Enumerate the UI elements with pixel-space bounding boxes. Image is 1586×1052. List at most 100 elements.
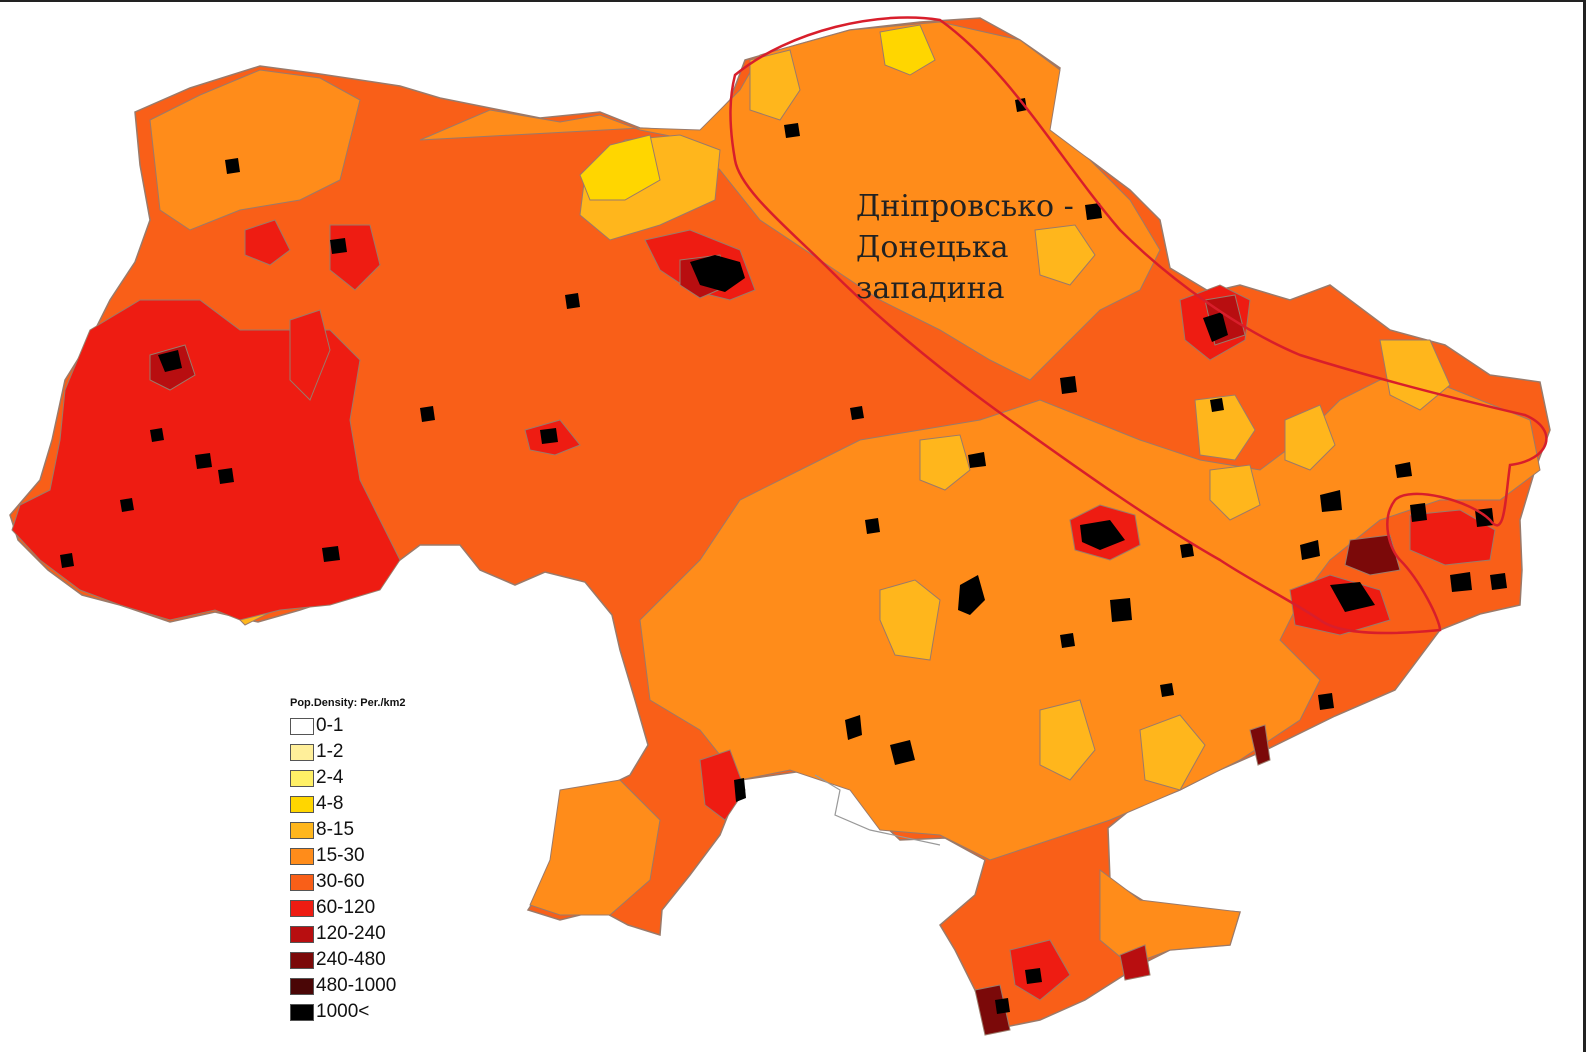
city-ivano-frankivsk bbox=[322, 546, 340, 562]
depression-label-line-3: западина bbox=[856, 271, 1005, 306]
city-ternopil bbox=[218, 468, 234, 484]
region-8-15-central-2 bbox=[919, 434, 971, 491]
legend-item: 15-30 bbox=[290, 843, 406, 869]
region-8-15-south-2 bbox=[1139, 714, 1206, 791]
region-15-30-southwest bbox=[529, 779, 661, 916]
legend-label: 1000< bbox=[316, 1001, 370, 1022]
region-8-15-northeast bbox=[749, 49, 801, 121]
depression-label-line-1: Дніпровсько - bbox=[856, 189, 1074, 224]
city-uzhhorod bbox=[60, 553, 74, 568]
city-krivyi-rih bbox=[1110, 598, 1132, 622]
city-mykolaiv bbox=[845, 715, 862, 740]
legend-item: 480-1000 bbox=[290, 973, 406, 999]
city-kherson bbox=[890, 740, 915, 765]
legend-label: 0-1 bbox=[316, 715, 344, 736]
legend-label: 240-480 bbox=[316, 949, 386, 970]
city-chernihiv bbox=[784, 123, 800, 138]
legend-swatch bbox=[290, 769, 314, 787]
city-pavlohrad bbox=[1180, 543, 1194, 558]
legend-item: 60-120 bbox=[290, 895, 406, 921]
region-8-15-east-1 bbox=[1194, 394, 1256, 461]
city-simferopol bbox=[1025, 968, 1042, 984]
depression-label-line-2: Донецька bbox=[856, 230, 1009, 265]
legend-label: 8-15 bbox=[316, 819, 355, 840]
legend-label: 15-30 bbox=[316, 845, 365, 866]
city-northeast bbox=[1015, 98, 1027, 112]
legend-label: 120-240 bbox=[316, 923, 386, 944]
region-60-120-northwest-1 bbox=[244, 219, 291, 266]
region-8-15-east-2 bbox=[1284, 404, 1336, 471]
legend-label: 2-4 bbox=[316, 767, 344, 788]
city-cherkasy bbox=[850, 406, 864, 420]
legend-swatch bbox=[290, 925, 314, 943]
region-8-15-kharkiv bbox=[1034, 224, 1096, 286]
legend-swatch bbox=[290, 1003, 314, 1021]
legend-item: 8-15 bbox=[290, 817, 406, 843]
region-8-15-south-1 bbox=[1039, 699, 1096, 781]
sivash-outline bbox=[814, 774, 941, 846]
depression-outline bbox=[729, 16, 1548, 635]
city-poltava bbox=[1060, 376, 1077, 394]
city-kyiv bbox=[690, 255, 745, 292]
city-odesa bbox=[734, 778, 746, 802]
city-donetsk bbox=[1330, 582, 1375, 612]
region-60-120-odesa bbox=[699, 749, 746, 821]
region-240-480-mariupol bbox=[1249, 724, 1271, 766]
region-15-30-west bbox=[149, 69, 361, 231]
city-mukachevo bbox=[120, 498, 134, 512]
legend-item: 0-1 bbox=[290, 713, 406, 739]
city-donbas-2 bbox=[1395, 462, 1412, 478]
legend-swatch bbox=[290, 899, 314, 917]
city-vinnytsia bbox=[540, 428, 558, 444]
city-kremenchuk bbox=[968, 452, 986, 468]
city-donbas-4 bbox=[1300, 540, 1320, 560]
city-lviv bbox=[158, 350, 182, 372]
region-60-120-donbas bbox=[1409, 509, 1496, 566]
city-dnipro bbox=[1080, 520, 1125, 550]
city-enerhodar bbox=[1060, 633, 1075, 648]
legend-item: 240-480 bbox=[290, 947, 406, 973]
region-120-240-yalta bbox=[974, 984, 1011, 1036]
city-markers bbox=[60, 98, 1507, 1014]
region-4-8-north bbox=[579, 134, 661, 201]
legend-item: 1000< bbox=[290, 999, 406, 1025]
legend-label: 30-60 bbox=[316, 871, 365, 892]
region-8-15-east-3 bbox=[1209, 464, 1261, 521]
region-120-240-kerch bbox=[1119, 944, 1151, 981]
region-4-8-chernihiv bbox=[879, 24, 936, 76]
city-mariupol bbox=[1318, 693, 1334, 710]
city-melitopol bbox=[1160, 683, 1174, 697]
legend-item: 2-4 bbox=[290, 765, 406, 791]
density-legend: Pop.Density: Per./km2 0-1 1-2 2-4 4-8 8-15 15… bbox=[290, 697, 406, 1025]
city-donbas-5 bbox=[1450, 572, 1472, 592]
city-chernivtsi bbox=[195, 453, 212, 469]
depression-label: Дніпровсько - Донецька западина bbox=[856, 186, 1074, 309]
legend-title: Pop.Density: Per./km2 bbox=[290, 697, 406, 709]
city-kropyvnytskyi bbox=[865, 518, 880, 534]
city-sumy bbox=[1085, 203, 1102, 220]
legend-swatch bbox=[290, 717, 314, 735]
legend-item: 1-2 bbox=[290, 739, 406, 765]
city-kharkiv bbox=[1203, 312, 1228, 342]
legend-label: 480-1000 bbox=[316, 975, 397, 996]
city-sevastopol bbox=[995, 998, 1010, 1014]
legend-item: 4-8 bbox=[290, 791, 406, 817]
legend-item: 30-60 bbox=[290, 869, 406, 895]
legend-swatch bbox=[290, 821, 314, 839]
city-stryi bbox=[150, 428, 164, 442]
city-khmelnytskyi bbox=[420, 406, 435, 422]
region-15-30-center-south bbox=[639, 379, 1541, 861]
region-15-30-crimea bbox=[1099, 869, 1241, 966]
legend-swatch bbox=[290, 743, 314, 761]
legend-label: 4-8 bbox=[316, 793, 344, 814]
city-donbas-3 bbox=[1410, 503, 1427, 522]
city-lutsk bbox=[225, 158, 240, 174]
city-rivne bbox=[330, 238, 347, 254]
legend-swatch bbox=[290, 951, 314, 969]
legend-swatch bbox=[290, 977, 314, 995]
legend-swatch bbox=[290, 795, 314, 813]
region-120-240-donetsk bbox=[1344, 534, 1401, 576]
region-8-15-center bbox=[879, 579, 941, 661]
